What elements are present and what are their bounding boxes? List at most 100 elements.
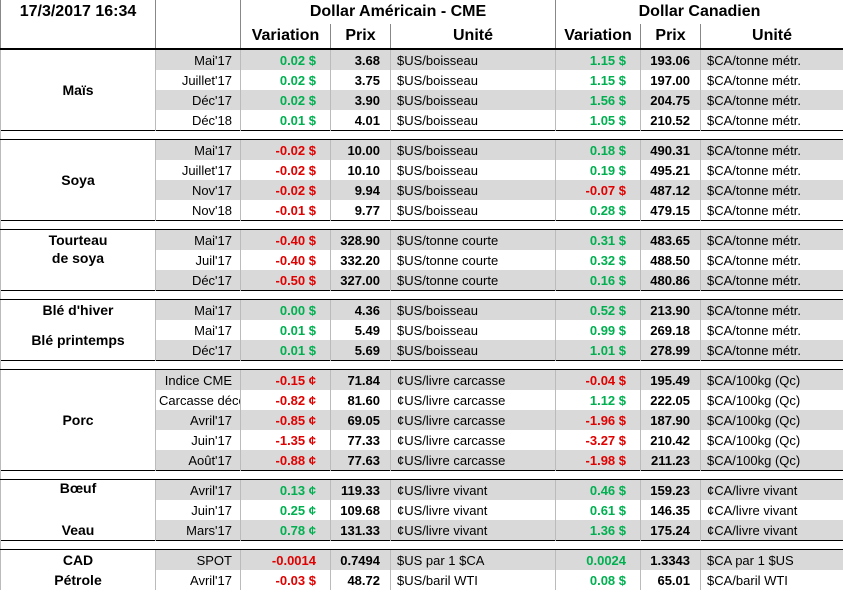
variation: -0.15 ¢ (240, 369, 331, 390)
variation: -0.02 $ (240, 160, 331, 180)
unit: $US/tonne courte (389, 229, 557, 250)
data-row: Juillet'17 -0.02 $10.10 $US/boisseau 0.19 $… (1, 160, 843, 180)
contract: Juillet'17 (155, 160, 241, 180)
group-label: Tourteau (0, 229, 156, 250)
data-row: Pétrole Avril'17 -0.03 $48.72 $US/baril WTI… (0, 570, 843, 590)
separator (0, 540, 843, 550)
price: 1.3343 (640, 549, 702, 570)
unit: $CA/tonne métr. (700, 229, 843, 250)
separator (0, 470, 843, 480)
price: 159.23 (640, 479, 702, 500)
price: 5.49 (330, 320, 391, 340)
column-header: Variation (240, 24, 331, 50)
data-row: Août'17 -0.88 ¢ 77.63 ¢US/livre carcasse -1.… (1, 450, 843, 471)
variation: 0.02 $ (240, 70, 331, 90)
unit: $CA/tonne métr. (700, 250, 843, 270)
data-row: Juin'17 -1.35 ¢ 77.33 ¢US/livre carcasse -3.… (1, 430, 843, 450)
contract: Mars'17 (155, 520, 241, 541)
contract: Déc'17 (155, 90, 241, 110)
unit: $CA/tonne métr. (700, 90, 843, 110)
price: 490.31 (640, 139, 702, 160)
data-row: Juillet'17 0.02 $3.75 $US/boisseau 1.15 $19… (1, 70, 843, 90)
variation: -0.40 $ (240, 229, 331, 250)
price: 487.12 (640, 180, 702, 200)
data-row: Avril'17 -0.85 ¢ 69.05 ¢US/livre carcasse -1… (1, 410, 843, 430)
separator-cell (0, 130, 843, 140)
data-row: Juin'17 0.25 ¢ 109.68 ¢US/livre vivant 0.61 … (1, 500, 843, 520)
price: 480.86 (640, 270, 702, 291)
group-label: Pétrole (0, 570, 156, 590)
price: 210.52 (640, 110, 702, 131)
variation: 0.02 $ (240, 49, 331, 70)
timestamp: 17/3/2017 16:34 (0, 0, 156, 24)
variation: -0.88 ¢ (240, 450, 331, 471)
blank (155, 0, 241, 24)
contract: Nov'18 (155, 200, 241, 221)
unit: ¢US/livre carcasse (389, 390, 557, 410)
contract: Indice CME (155, 369, 241, 390)
price: 187.90 (640, 410, 702, 430)
cad-title: Dollar Canadien (555, 0, 843, 24)
unit: $US/boisseau (389, 110, 557, 131)
unit: $CA/tonne métr. (700, 160, 843, 180)
unit: ¢US/livre carcasse (389, 369, 557, 390)
contract: SPOT (155, 549, 241, 570)
column-header: Unité (389, 24, 557, 50)
data-row: Carcasse découpée-0.82 ¢81.60¢US/livre c… (1, 390, 843, 410)
price: 278.99 (640, 340, 702, 361)
unit: $CA/100kg (Qc) (700, 430, 843, 450)
variation: -0.85 ¢ (240, 410, 331, 430)
group-label: Soya (0, 139, 156, 221)
data-row: de soya Juil'17 -0.40 $332.20 $US/tonne cou… (0, 250, 843, 291)
price: 328.90 (330, 229, 391, 250)
column-header: Variation (555, 24, 642, 50)
unit: $CA/tonne métr. (700, 340, 843, 361)
variation: 0.19 $ (555, 160, 642, 180)
unit: $CA par 1 $US (700, 549, 843, 570)
unit: $US/boisseau (389, 139, 557, 160)
price: 211.23 (640, 450, 702, 471)
separator (0, 290, 843, 300)
price: 0.7494 (330, 549, 391, 570)
unit: $US/boisseau (389, 49, 557, 70)
price: 9.94 (330, 180, 391, 200)
contract: Avril'17 (155, 570, 241, 590)
contract: Mai'17 (155, 139, 241, 160)
unit: $US/tonne courte (389, 270, 557, 291)
contract: Mai'17 (155, 49, 241, 70)
unit: $CA/tonne métr. (700, 110, 843, 131)
price: 204.75 (640, 90, 702, 110)
price: 197.00 (640, 70, 702, 90)
contract: Août'17 (155, 450, 241, 471)
contract: Juillet'17 (155, 70, 241, 90)
contract: Juin'17 (155, 430, 241, 450)
group-label: CAD (0, 549, 156, 570)
variation: 0.02 $ (240, 90, 331, 110)
price: 495.21 (640, 160, 702, 180)
variation: -1.35 ¢ (240, 430, 331, 450)
price: 332.20 (330, 250, 391, 270)
price: 3.90 (330, 90, 391, 110)
contract: Mai'17 (155, 299, 241, 320)
price: 48.72 (330, 570, 391, 590)
unit: $US/boisseau (389, 200, 557, 221)
price: 10.00 (330, 139, 391, 160)
variation: 1.01 $ (555, 340, 642, 361)
unit: $CA/100kg (Qc) (700, 450, 843, 471)
group-label: Blé printemps (0, 320, 156, 361)
data-row: Nov'18 -0.01 $9.77 $US/boisseau 0.28 $479.1… (1, 200, 843, 221)
variation: -0.02 $ (240, 180, 331, 200)
variation: 1.12 $ (555, 390, 642, 410)
variation: -0.02 $ (240, 139, 331, 160)
unit: $US/boisseau (389, 299, 557, 320)
data-row: Veau Mars'17 0.78 ¢ 131.33 ¢US/livre vivant 1… (0, 520, 843, 541)
price-table: 17/3/2017 16:34 Dollar Américain - CME D… (0, 0, 843, 590)
unit: $CA/100kg (Qc) (700, 410, 843, 430)
unit: $US/boisseau (389, 180, 557, 200)
unit: $CA/tonne métr. (700, 200, 843, 221)
variation: 1.15 $ (555, 70, 642, 90)
price: 109.68 (330, 500, 391, 520)
unit: ¢US/livre carcasse (389, 410, 557, 430)
variation: 0.46 $ (555, 479, 642, 500)
contract: Carcasse découpée (155, 390, 241, 410)
